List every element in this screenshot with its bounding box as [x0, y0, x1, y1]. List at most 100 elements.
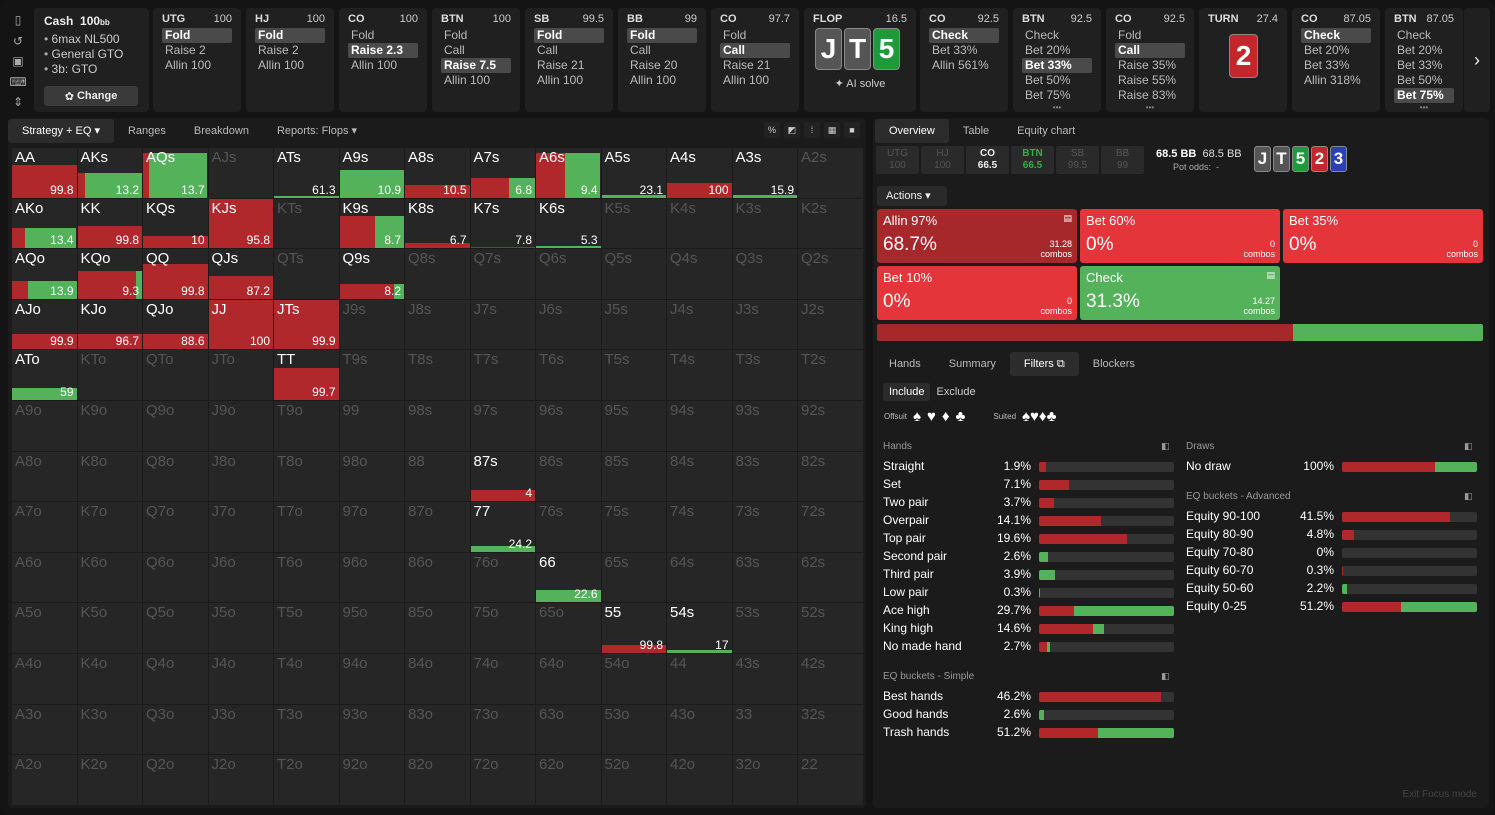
hand-cell[interactable]: 82s — [798, 451, 863, 502]
stat-row[interactable]: Two pair 3.7% — [883, 493, 1183, 511]
subtab-hands[interactable]: Hands — [875, 352, 935, 376]
hand-cell[interactable]: 92s — [798, 401, 863, 451]
node-action[interactable]: Call — [444, 43, 465, 57]
hand-cell[interactable]: 95s — [601, 401, 666, 451]
hand-cell[interactable]: T7o — [274, 502, 339, 552]
actions-dropdown[interactable]: Actions ▾ — [877, 186, 947, 206]
stat-row[interactable]: Trash hands 51.2% — [883, 723, 1183, 741]
hand-cell[interactable]: 72s — [798, 502, 863, 552]
position-btn[interactable]: BTN 66.5 — [1011, 146, 1054, 174]
turn-node[interactable]: TURN 27.4 2 — [1199, 8, 1287, 112]
suited-heart-icon[interactable]: ♥ — [1030, 408, 1039, 425]
expand-icon[interactable]: ⇕ — [12, 95, 24, 110]
hand-cell[interactable]: J9s — [339, 299, 404, 350]
hand-cell[interactable]: K9o — [77, 401, 142, 451]
hand-cell[interactable]: Q9o — [143, 401, 208, 451]
hand-cell[interactable]: K5o — [77, 603, 142, 653]
hand-cell[interactable]: 66 22.6 — [536, 552, 601, 603]
hand-cell[interactable]: KK 99.8 — [77, 198, 142, 249]
node-action[interactable]: Allin 100 — [630, 73, 677, 87]
hand-cell[interactable]: 64o — [536, 654, 601, 704]
node-action[interactable]: Raise 21 — [723, 58, 771, 72]
hand-cell[interactable]: J7o — [208, 502, 273, 552]
hand-cell[interactable]: K3o — [77, 704, 142, 755]
hand-cell[interactable]: 96s — [536, 401, 601, 451]
collapse-icon[interactable]: ◧ — [1464, 491, 1473, 501]
stat-row[interactable]: Equity 80-90 4.8% — [1186, 525, 1486, 543]
hand-cell[interactable]: 73o — [470, 704, 535, 755]
hand-cell[interactable]: T6o — [274, 552, 339, 603]
hand-cell[interactable]: QTo — [143, 350, 208, 400]
hand-cell[interactable]: 75o — [470, 603, 535, 653]
square-icon[interactable]: ■ — [844, 122, 860, 138]
exclude-toggle[interactable]: Exclude — [936, 386, 976, 398]
node-action[interactable]: Call — [1115, 43, 1185, 58]
hand-cell[interactable]: 84s — [667, 451, 732, 502]
position-sb[interactable]: SB 99.5 — [1056, 146, 1099, 174]
hand-cell[interactable]: QTs — [274, 249, 339, 299]
hand-cell[interactable]: Q9s 8.2 — [339, 249, 404, 299]
hand-cell[interactable]: K2s — [798, 198, 863, 249]
hand-cell[interactable]: T4o — [274, 654, 339, 704]
next-arrow-icon[interactable]: › — [1464, 8, 1490, 112]
hand-cell[interactable]: A6o — [12, 552, 77, 603]
hand-cell[interactable]: 76o — [470, 552, 535, 603]
hand-cell[interactable]: QJo 88.6 — [143, 299, 208, 350]
exit-focus-mode[interactable]: Exit Focus mode — [1402, 789, 1477, 800]
hand-cell[interactable]: 77 24.2 — [470, 502, 535, 552]
collapse-icon[interactable]: ◧ — [1161, 671, 1170, 681]
hand-cell[interactable]: J8s — [405, 299, 470, 350]
hand-cell[interactable]: 75s — [601, 502, 666, 552]
more-icon[interactable]: ••• — [1145, 103, 1155, 112]
node-action[interactable]: Check — [1025, 28, 1060, 42]
ai-solve-button[interactable]: ✦ AI solve — [813, 77, 907, 90]
note-icon[interactable]: ▤ — [1266, 270, 1275, 280]
hand-cell[interactable]: K6o — [77, 552, 142, 603]
stat-row[interactable]: Third pair 3.9% — [883, 565, 1183, 583]
hand-cell[interactable]: T8o — [274, 451, 339, 502]
hand-cell[interactable]: Q6s — [536, 249, 601, 299]
history-icon[interactable]: ↺ — [12, 33, 24, 48]
heart-icon[interactable]: ♥ — [926, 408, 936, 425]
hand-cell[interactable]: 83s — [732, 451, 797, 502]
hand-cell[interactable]: 85o — [405, 603, 470, 653]
hand-cell[interactable]: Q4s — [667, 249, 732, 299]
hand-cell[interactable]: J9o — [208, 401, 273, 451]
hand-cell[interactable]: 87o — [405, 502, 470, 552]
club-icon[interactable]: ♣ — [955, 408, 966, 425]
hand-cell[interactable]: T5o — [274, 603, 339, 653]
hand-cell[interactable]: 97s — [470, 401, 535, 451]
hand-cell[interactable]: KQs 10 — [143, 198, 208, 249]
hand-cell[interactable]: Q8s — [405, 249, 470, 299]
node-action[interactable]: Bet 33% — [1022, 58, 1092, 73]
hand-cell[interactable]: ATs 61.3 — [274, 148, 339, 198]
hand-cell[interactable]: 72o — [470, 755, 535, 805]
hand-cell[interactable]: A9s 10.9 — [339, 148, 404, 198]
hand-cell[interactable]: A8o — [12, 451, 77, 502]
hand-cell[interactable]: Q2s — [798, 249, 863, 299]
suited-diamond-icon[interactable]: ♦ — [1038, 408, 1047, 425]
stat-row[interactable]: Low pair 0.3% — [883, 583, 1183, 601]
hand-cell[interactable]: 43o — [667, 704, 732, 755]
stat-row[interactable]: Overpair 14.1% — [883, 511, 1183, 529]
node-action[interactable]: Raise 83% — [1118, 88, 1177, 102]
hand-cell[interactable]: 74o — [470, 654, 535, 704]
hand-cell[interactable]: KTo — [77, 350, 142, 400]
node-action[interactable]: Bet 75% — [1025, 88, 1071, 102]
node-action[interactable]: Raise 2.3 — [348, 43, 418, 58]
subtab-summary[interactable]: Summary — [935, 352, 1010, 376]
node-action[interactable]: Raise 2 — [258, 43, 299, 57]
node-action[interactable]: Fold — [444, 28, 468, 42]
hand-cell[interactable]: 54s 17 — [667, 603, 732, 653]
subtab-filters[interactable]: Filters ⧉ — [1009, 352, 1079, 376]
hand-cell[interactable]: J5s — [601, 299, 666, 350]
node-action[interactable]: Bet 20% — [1304, 43, 1350, 57]
hand-cell[interactable]: 52s — [798, 603, 863, 653]
stat-row[interactable]: Best hands 46.2% — [883, 687, 1183, 705]
hand-cell[interactable]: 42s — [798, 654, 863, 704]
hand-cell[interactable]: Q7s — [470, 249, 535, 299]
hand-cell[interactable]: T2s — [798, 350, 863, 400]
hand-cell[interactable]: Q3o — [143, 704, 208, 755]
hand-cell[interactable]: K5s — [601, 198, 666, 249]
hand-cell[interactable]: 54o — [601, 654, 666, 704]
